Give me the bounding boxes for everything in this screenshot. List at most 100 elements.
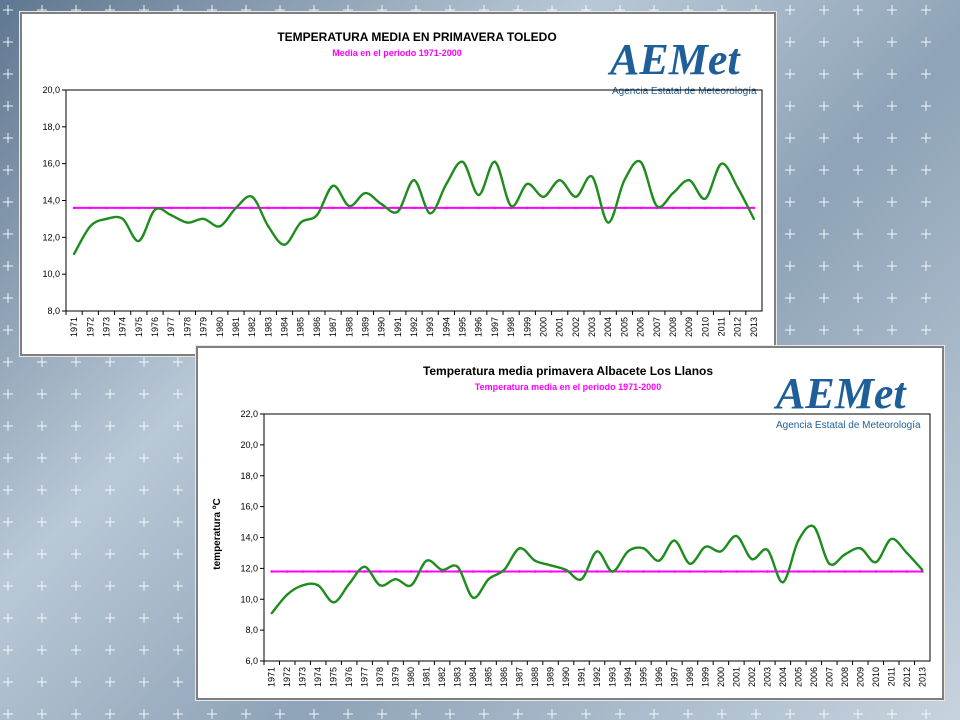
reference-point [590, 206, 594, 210]
data-point [412, 179, 416, 182]
data-point [153, 208, 157, 211]
data-point [137, 239, 141, 243]
x-tick-label: 1996 [654, 667, 664, 687]
plus-mark [173, 549, 183, 559]
reference-point [580, 570, 583, 573]
plus-mark [37, 549, 47, 559]
data-point [574, 195, 578, 199]
plus-mark [785, 37, 795, 47]
plus-mark [819, 261, 829, 271]
plus-mark [173, 645, 183, 655]
data-point [396, 210, 400, 213]
reference-point [797, 570, 800, 573]
plus-mark [887, 165, 897, 175]
plus-mark [71, 453, 81, 463]
reference-point [285, 570, 289, 573]
x-tick-label: 1972 [282, 667, 292, 687]
data-point [752, 217, 756, 221]
plus-mark [3, 613, 13, 623]
x-tick-label: 1977 [360, 667, 370, 687]
plus-mark [683, 709, 693, 719]
x-tick-label: 2013 [749, 317, 759, 337]
data-point [234, 206, 238, 210]
plus-mark [785, 709, 795, 719]
x-tick-label: 2010 [871, 667, 881, 687]
plus-mark [819, 37, 829, 47]
plus-mark [139, 357, 149, 367]
data-point [440, 568, 444, 572]
plus-mark [3, 421, 13, 431]
plus-mark [173, 421, 183, 431]
data-point [704, 545, 707, 548]
y-tick-label: 14,0 [42, 196, 60, 206]
plus-mark [819, 69, 829, 79]
plus-mark [717, 709, 727, 719]
plus-mark [105, 389, 115, 399]
plus-mark [3, 5, 13, 15]
x-tick-label: 1995 [638, 667, 648, 687]
x-tick-label: 1986 [499, 667, 509, 687]
x-tick-label: 1984 [280, 317, 290, 337]
data-point [542, 195, 545, 199]
x-tick-label: 1985 [296, 317, 306, 337]
reference-point [331, 206, 335, 210]
logo-brand: AEMet [773, 369, 907, 418]
plus-mark [785, 197, 795, 207]
plus-mark [3, 389, 13, 399]
plus-mark [3, 229, 13, 239]
plus-mark [105, 549, 115, 559]
x-tick-label: 1997 [669, 667, 679, 687]
x-tick-label: 1984 [468, 667, 478, 687]
plus-mark [819, 101, 829, 111]
reference-point [533, 570, 537, 573]
plus-mark [37, 581, 47, 591]
plus-mark [37, 645, 47, 655]
y-tick-label: 10,0 [240, 594, 258, 604]
x-tick-label: 1972 [85, 317, 95, 337]
plus-mark [819, 293, 829, 303]
reference-point [558, 206, 561, 210]
reference-point [518, 570, 521, 573]
x-tick-label: 2001 [555, 317, 565, 337]
plus-mark [173, 709, 183, 719]
data-point [250, 195, 254, 199]
x-tick-label: 1993 [425, 317, 435, 337]
x-tick-label: 1991 [577, 667, 587, 687]
plus-mark [479, 709, 489, 719]
plus-mark [853, 37, 863, 47]
plus-mark [785, 69, 795, 79]
data-point [735, 534, 738, 538]
plus-mark [173, 677, 183, 687]
data-point [121, 217, 124, 221]
x-tick-label: 1976 [150, 317, 160, 337]
x-tick-label: 1983 [453, 667, 463, 687]
x-tick-label: 1997 [490, 317, 500, 337]
reference-point [105, 206, 108, 210]
x-tick-label: 1998 [685, 667, 695, 687]
x-tick-label: 2002 [747, 667, 757, 687]
x-tick-label: 1973 [298, 667, 308, 687]
x-tick-label: 2011 [717, 317, 727, 336]
plus-mark [887, 709, 897, 719]
data-point [477, 193, 480, 197]
plus-mark [547, 709, 557, 719]
plus-mark [853, 101, 863, 111]
reference-point [477, 206, 481, 210]
x-tick-label: 1971 [69, 317, 79, 337]
plus-mark [887, 261, 897, 271]
plus-mark [411, 709, 421, 719]
plus-mark [3, 485, 13, 495]
reference-point [828, 570, 831, 573]
reference-point [812, 570, 816, 573]
y-tick-label: 18,0 [42, 122, 60, 132]
reference-point [471, 570, 475, 573]
plus-mark [853, 293, 863, 303]
plus-mark [3, 101, 13, 111]
reference-point [493, 206, 497, 210]
plus-mark [887, 37, 897, 47]
chart-toledo: TEMPERATURA MEDIA EN PRIMAVERA TOLEDO Me… [42, 30, 763, 337]
reference-point [766, 570, 769, 573]
plus-mark [751, 709, 761, 719]
plus-mark [309, 709, 319, 719]
reference-point [364, 206, 367, 210]
